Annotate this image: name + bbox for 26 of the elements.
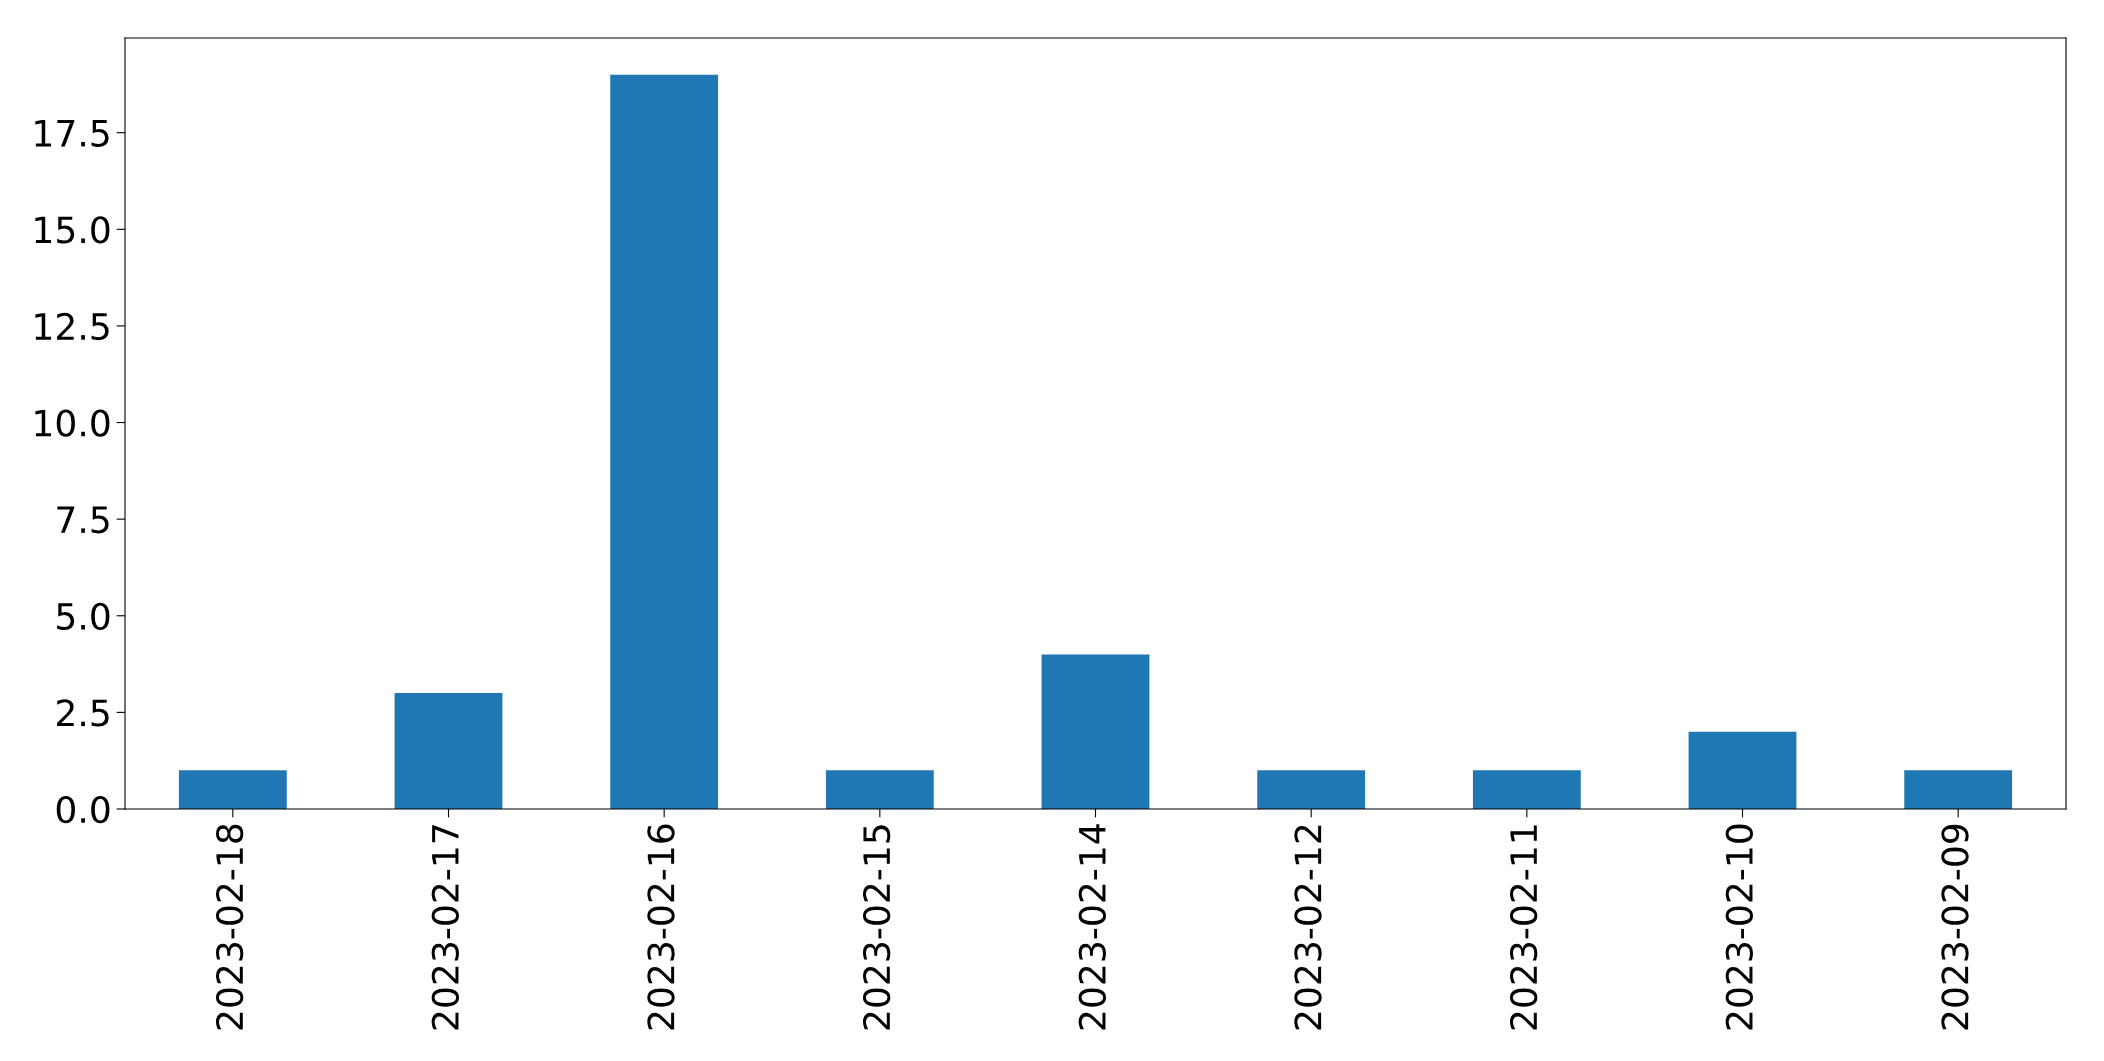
y-tick-label: 17.5: [35, 120, 109, 147]
bar: [610, 74, 719, 809]
bar: [1041, 654, 1150, 809]
y-tick-label: 12.5: [35, 312, 109, 341]
x-tick-label: 2023-02-09: [1941, 824, 1969, 1030]
x-tick-label: 2023-02-16: [647, 824, 675, 1030]
y-tick-label: 0.0: [56, 795, 110, 824]
y-tick-label: 7.5: [57, 506, 109, 534]
bar: [1472, 770, 1581, 809]
bar: [178, 770, 287, 809]
y-tick-label: 10.0: [35, 409, 110, 437]
bar: [1904, 770, 2013, 809]
x-tick-label: 2023-02-12: [1294, 825, 1322, 1030]
x-tick-label: 2023-02-15: [863, 825, 891, 1030]
bar: [825, 770, 934, 809]
x-tick-label: 2023-02-17: [431, 825, 459, 1030]
y-tick-label: 15.0: [35, 216, 110, 244]
x-tick-label: 2023-02-10: [1725, 824, 1753, 1030]
bar: [1688, 731, 1797, 809]
bar: [394, 693, 503, 809]
bar: [1257, 770, 1366, 809]
x-tick-label: 2023-02-14: [1078, 824, 1106, 1030]
x-tick-label: 2023-02-11: [1510, 825, 1538, 1030]
x-tick-label: 2023-02-18: [216, 824, 244, 1030]
y-tick-label: 2.5: [57, 699, 109, 727]
y-tick-label: 5.0: [57, 602, 110, 630]
